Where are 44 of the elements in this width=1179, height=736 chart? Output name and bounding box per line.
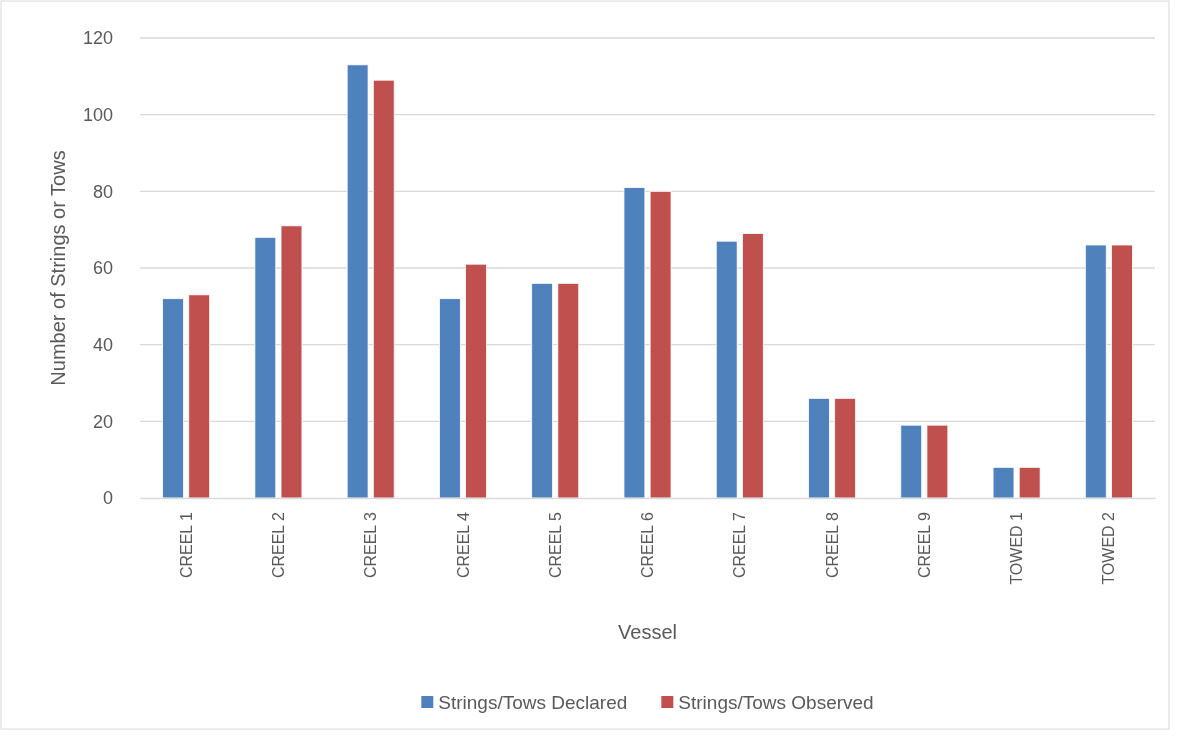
bar xyxy=(188,294,211,499)
bar xyxy=(834,397,856,499)
x-tick-label: TOWED 1 xyxy=(1008,511,1026,585)
bar xyxy=(741,233,764,499)
y-tick-label: 20 xyxy=(92,411,113,432)
bar xyxy=(649,190,672,499)
legend-label: Strings/Tows Declared xyxy=(438,691,628,713)
y-tick-label: 120 xyxy=(82,28,113,49)
bar xyxy=(992,466,1015,499)
y-tick-label: 80 xyxy=(92,181,113,202)
x-axis-title: Vessel xyxy=(618,621,677,643)
bar xyxy=(1084,244,1107,499)
bar xyxy=(557,282,580,499)
bar xyxy=(346,64,369,499)
x-tick-label: CREEL 9 xyxy=(915,511,933,579)
x-tick-label: CREEL 3 xyxy=(362,511,380,579)
x-tick-label: CREEL 7 xyxy=(731,511,749,579)
x-tick-label: CREEL 2 xyxy=(270,511,288,579)
x-tick-label: CREEL 4 xyxy=(454,511,472,579)
bar xyxy=(531,282,554,499)
bar xyxy=(439,298,461,499)
y-axis-title: Number of Strings or Tows xyxy=(47,150,69,386)
bar xyxy=(162,298,184,499)
x-tick-label: CREEL 5 xyxy=(546,511,564,579)
bar xyxy=(280,225,303,499)
bar xyxy=(715,240,738,499)
bar xyxy=(926,424,949,499)
bar xyxy=(465,263,487,499)
bar xyxy=(1111,244,1133,499)
y-tick-label: 60 xyxy=(92,258,113,279)
bar xyxy=(808,397,830,499)
bar xyxy=(254,236,277,499)
y-tick-label: 0 xyxy=(102,488,113,509)
bar xyxy=(623,187,646,499)
x-tick-label: CREEL 6 xyxy=(639,511,657,579)
bar xyxy=(372,79,395,499)
y-tick-label: 40 xyxy=(92,334,113,355)
legend-label: Strings/Tows Observed xyxy=(678,691,874,713)
x-tick-label: CREEL 1 xyxy=(177,511,195,579)
x-tick-label: TOWED 2 xyxy=(1100,511,1118,585)
bar xyxy=(900,424,923,499)
bar xyxy=(1018,466,1041,499)
x-tick-label: CREEL 8 xyxy=(823,511,841,579)
y-tick-label: 100 xyxy=(82,104,113,125)
